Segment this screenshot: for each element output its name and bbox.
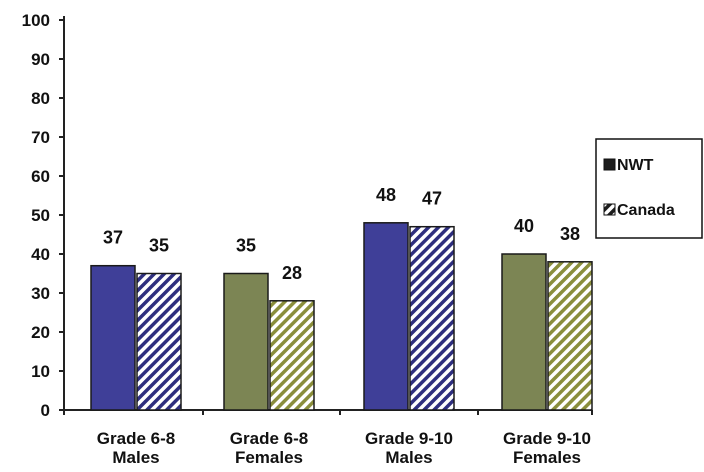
- y-tick-label: 50: [31, 206, 50, 225]
- legend: NWT Canada: [595, 138, 703, 239]
- bar-canada-4: [547, 261, 593, 411]
- y-tick-label: 60: [31, 167, 50, 186]
- data-label: 40: [514, 216, 534, 236]
- data-label: 35: [236, 236, 256, 256]
- bar-canada-3: [409, 225, 455, 411]
- data-labels: 37 35 48 40 35 28 47 38: [103, 185, 580, 283]
- y-tick-label: 80: [31, 89, 50, 108]
- x-tick-label: Grade 9-10: [365, 429, 453, 448]
- data-label: 48: [376, 185, 396, 205]
- x-tick-label: Grade 6-8: [97, 429, 175, 448]
- bar-nwt-2: [223, 272, 269, 411]
- bars: [90, 222, 593, 411]
- x-tick-label: Males: [385, 448, 432, 467]
- y-tick-label: 40: [31, 245, 50, 264]
- legend-swatch-nwt: [603, 158, 616, 171]
- data-label: 47: [422, 189, 442, 209]
- data-label: 28: [282, 263, 302, 283]
- data-label: 38: [560, 224, 580, 244]
- x-tick-label: Males: [112, 448, 159, 467]
- bar-nwt-3: [363, 222, 409, 411]
- y-tick-label: 30: [31, 284, 50, 303]
- y-tick-label: 100: [22, 11, 50, 30]
- bar-nwt-1: [90, 264, 136, 411]
- x-tick-label: Females: [513, 448, 581, 467]
- x-tick-label: Grade 9-10: [503, 429, 591, 448]
- y-tick-label: 0: [41, 401, 50, 420]
- legend-swatch-canada: [603, 203, 616, 216]
- x-tick-label: Grade 6-8: [230, 429, 308, 448]
- y-tick-label: 90: [31, 50, 50, 69]
- bar-canada-2: [269, 300, 315, 411]
- legend-label-canada: Canada: [617, 202, 675, 219]
- data-label: 35: [149, 236, 169, 256]
- legend-box: [595, 138, 703, 239]
- y-tick-label: 10: [31, 362, 50, 381]
- legend-label-nwt: NWT: [617, 157, 654, 174]
- bar-nwt-4: [501, 253, 547, 411]
- x-tick-label: Females: [235, 448, 303, 467]
- y-tick-label: 20: [31, 323, 50, 342]
- y-tick-label: 70: [31, 128, 50, 147]
- bar-canada-1: [136, 272, 182, 411]
- data-label: 37: [103, 228, 123, 248]
